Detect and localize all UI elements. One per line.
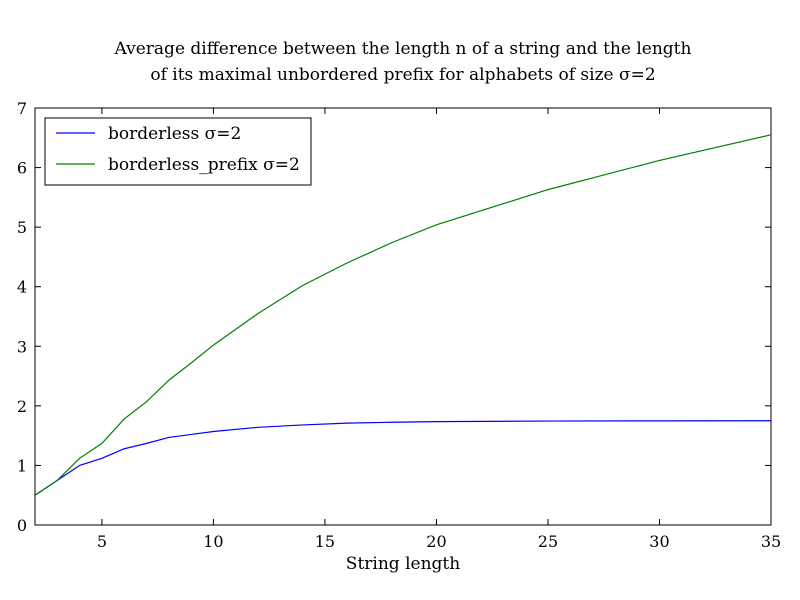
x-tick-label: 20 bbox=[426, 532, 446, 551]
x-tick-label: 15 bbox=[315, 532, 335, 551]
series-line-borderless-prefix bbox=[34, 134, 772, 496]
chart-title-line-2: of its maximal unbordered prefix for alp… bbox=[150, 65, 655, 85]
legend-label-borderless-prefix: borderless_prefix σ=2 bbox=[108, 155, 300, 175]
y-tick-label: 0 bbox=[17, 516, 27, 535]
series-line-borderless bbox=[34, 420, 772, 496]
y-tick-label: 7 bbox=[17, 99, 27, 118]
chart-title: Average difference between the length n … bbox=[114, 39, 692, 85]
y-tick-label: 3 bbox=[17, 337, 27, 356]
y-tick-label: 5 bbox=[17, 218, 27, 237]
chart-title-line-1: Average difference between the length n … bbox=[114, 39, 692, 59]
y-tick-label: 1 bbox=[17, 456, 27, 475]
y-tick-label: 4 bbox=[17, 278, 27, 297]
x-tick-label: 30 bbox=[649, 532, 669, 551]
legend: borderless σ=2 borderless_prefix σ=2 bbox=[44, 117, 312, 186]
x-tick-label: 25 bbox=[538, 532, 558, 551]
y-tick-label: 2 bbox=[17, 397, 27, 416]
x-tick-label: 35 bbox=[761, 532, 781, 551]
y-tick-label: 6 bbox=[17, 159, 27, 178]
x-axis-label: String length bbox=[346, 554, 460, 574]
series-layer bbox=[34, 134, 772, 496]
axis-ticks bbox=[35, 107, 772, 526]
legend-box bbox=[44, 117, 312, 186]
tick-labels: 5 10 15 20 25 30 35 0 1 2 3 4 5 6 7 bbox=[17, 99, 781, 551]
x-tick-label: 5 bbox=[97, 532, 107, 551]
legend-label-borderless: borderless σ=2 bbox=[108, 124, 241, 144]
x-tick-label: 10 bbox=[203, 532, 223, 551]
